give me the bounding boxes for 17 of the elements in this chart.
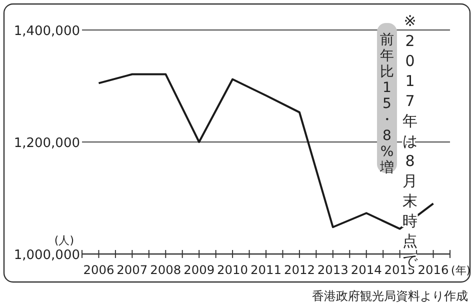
x-tick-label: 2013 [317, 263, 348, 277]
x-tick-label: 2014 [350, 263, 382, 277]
text: 前年比15・8%増 [380, 32, 394, 176]
y-tick-label: 1,200,000 [14, 136, 80, 151]
x-tick-label: 2011 [250, 263, 282, 277]
x-tick-label: 2012 [284, 263, 315, 277]
text: 香港政府観光局資料より作成 [312, 289, 468, 303]
x-tick-label: 2006 [83, 263, 114, 277]
x-tick-label: 2009 [184, 263, 215, 277]
y-tick-label: 1,000,000 [14, 248, 80, 263]
x-axis-title: (年) [451, 264, 471, 277]
x-tick-label: 2008 [150, 263, 182, 277]
x-tick-label: 2010 [217, 263, 248, 277]
y-tick-label: 1,400,000 [14, 24, 80, 39]
y-axis-title: (人) [54, 234, 74, 247]
x-tick-label: 2016 [418, 263, 449, 277]
x-tick-label: 2007 [116, 263, 148, 277]
